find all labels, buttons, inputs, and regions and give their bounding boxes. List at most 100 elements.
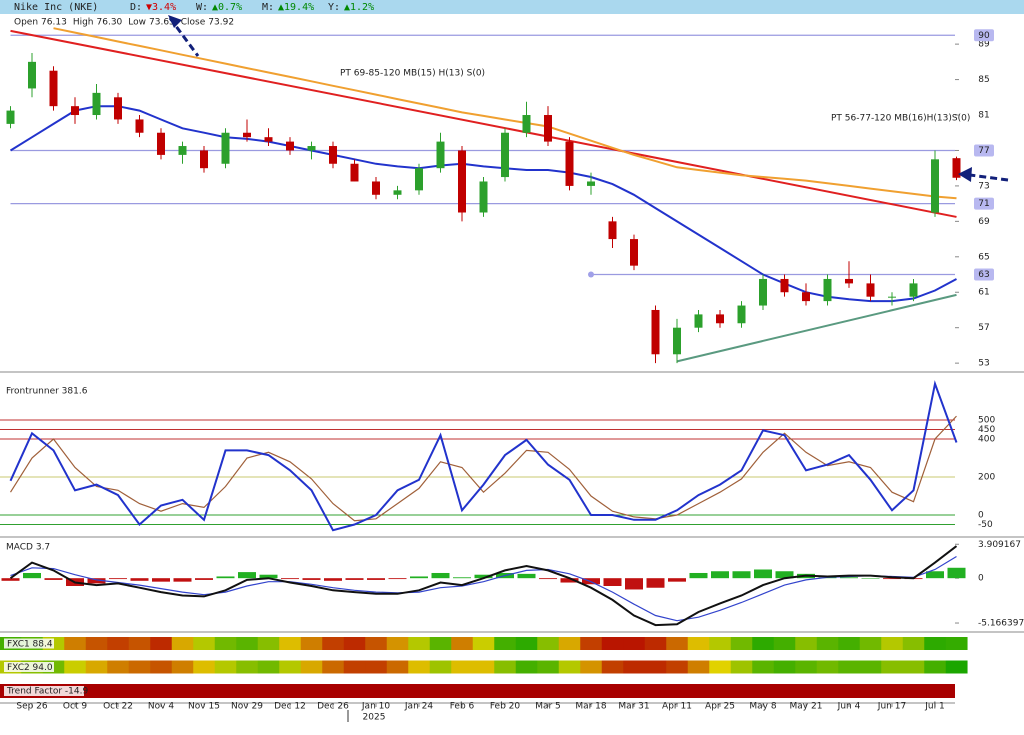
histogram-bar bbox=[44, 578, 63, 580]
heat-cell bbox=[537, 660, 560, 674]
candle-body bbox=[694, 314, 703, 328]
heat-cell bbox=[322, 660, 345, 674]
y-tick-label: 500 bbox=[978, 415, 995, 425]
heat-cell bbox=[666, 660, 689, 674]
heat-cell bbox=[945, 637, 968, 650]
candle-body bbox=[6, 110, 15, 124]
heat-cell bbox=[257, 660, 280, 674]
heat-cell bbox=[644, 637, 667, 650]
y-tick-label: 53 bbox=[978, 359, 989, 369]
x-tick-label: Jun 17 bbox=[877, 702, 906, 712]
candle-body bbox=[329, 146, 337, 164]
header-bar bbox=[0, 0, 1024, 14]
histogram-bar bbox=[281, 578, 299, 580]
heat-cell bbox=[795, 637, 818, 650]
heat-cell bbox=[171, 660, 194, 674]
candle-body bbox=[28, 61, 36, 89]
histogram-bar bbox=[453, 577, 471, 579]
heat-cell bbox=[515, 660, 538, 674]
y-tick-label: 0 bbox=[978, 511, 984, 521]
level-label: 63 bbox=[978, 270, 989, 280]
candle-body bbox=[71, 106, 79, 116]
quote-value: 73.92 bbox=[208, 18, 234, 28]
y-tick-label: 200 bbox=[978, 472, 995, 482]
strip-label: FXC2 94.0 bbox=[7, 663, 53, 673]
y-tick-label: 89 bbox=[978, 40, 990, 50]
x-tick-label: Apr 11 bbox=[662, 702, 692, 712]
heat-cell bbox=[429, 660, 452, 674]
trend-strip bbox=[0, 684, 955, 698]
heat-cell bbox=[322, 637, 345, 650]
histogram-bar bbox=[216, 576, 235, 579]
histogram-bar bbox=[238, 572, 256, 579]
heat-cell bbox=[214, 637, 237, 650]
heat-cell bbox=[365, 660, 388, 674]
histogram-bar bbox=[732, 571, 751, 579]
heat-cell bbox=[902, 660, 925, 674]
x-tick-label: Feb 20 bbox=[490, 702, 521, 712]
y-tick-label: -5.166397 bbox=[978, 619, 1024, 629]
candle-body bbox=[565, 141, 574, 186]
x-tick-label: Jan 24 bbox=[404, 702, 433, 712]
y-tick-label: 73 bbox=[978, 181, 989, 191]
heat-cell bbox=[171, 637, 194, 650]
x-tick-label: Apr 25 bbox=[705, 702, 735, 712]
candle-body bbox=[415, 168, 423, 191]
heat-cell bbox=[343, 637, 366, 650]
panel-title: MACD 3.7 bbox=[6, 543, 50, 553]
y-tick-label: 81 bbox=[978, 111, 989, 121]
candle-body bbox=[952, 158, 961, 178]
quote-label: Close bbox=[181, 18, 206, 28]
candle-body bbox=[92, 92, 101, 116]
change-value: ▲19.4% bbox=[278, 2, 314, 13]
heat-cell bbox=[838, 637, 861, 650]
heat-cell bbox=[300, 660, 323, 674]
annotation: PT 56-77-120 MB(16)H(13)S(0) bbox=[831, 114, 970, 124]
x-tick-label: Jun 4 bbox=[837, 702, 861, 712]
heat-cell bbox=[107, 637, 130, 650]
x-tick-label: Mar 31 bbox=[618, 702, 649, 712]
histogram-bar bbox=[87, 578, 106, 584]
candle-body bbox=[436, 141, 445, 169]
heat-cell bbox=[214, 660, 237, 674]
heat-cell bbox=[365, 637, 388, 650]
histogram-bar bbox=[560, 578, 579, 583]
histogram-bar bbox=[302, 578, 321, 580]
level-box bbox=[974, 144, 994, 157]
candle-body bbox=[673, 327, 681, 355]
heat-cell bbox=[666, 637, 689, 650]
histogram-bar bbox=[345, 578, 364, 580]
candle-body bbox=[651, 309, 660, 355]
arrow-head bbox=[168, 15, 182, 28]
heat-cell bbox=[128, 660, 151, 674]
candle-body bbox=[200, 150, 208, 169]
year-label: 2025 bbox=[363, 713, 386, 723]
heat-cell bbox=[85, 660, 108, 674]
heat-cell bbox=[773, 660, 796, 674]
x-tick-label: Dec 12 bbox=[274, 702, 306, 712]
candle-body bbox=[888, 296, 896, 298]
heat-cell bbox=[687, 637, 710, 650]
histogram-bar bbox=[840, 577, 858, 579]
heat-cell bbox=[924, 660, 947, 674]
x-tick-label: Nov 4 bbox=[148, 702, 174, 712]
heat-cell bbox=[859, 637, 882, 650]
candle-body bbox=[544, 115, 552, 142]
heat-cell bbox=[64, 660, 87, 674]
candle-body bbox=[178, 146, 187, 155]
heat-cell bbox=[279, 660, 302, 674]
candle-body bbox=[759, 278, 767, 306]
quote-value: 76.13 bbox=[41, 18, 67, 28]
level-box bbox=[974, 29, 994, 42]
heat-cell bbox=[279, 637, 302, 650]
candle-body bbox=[49, 70, 58, 107]
histogram-bar bbox=[883, 578, 901, 580]
candle-body bbox=[909, 283, 918, 297]
y-tick-label: 400 bbox=[978, 434, 995, 444]
histogram-bar bbox=[517, 573, 536, 579]
strip-label: FXC1 88.4 bbox=[7, 640, 53, 650]
candle-body bbox=[608, 221, 617, 240]
quote-value: 73.65 bbox=[149, 18, 175, 28]
